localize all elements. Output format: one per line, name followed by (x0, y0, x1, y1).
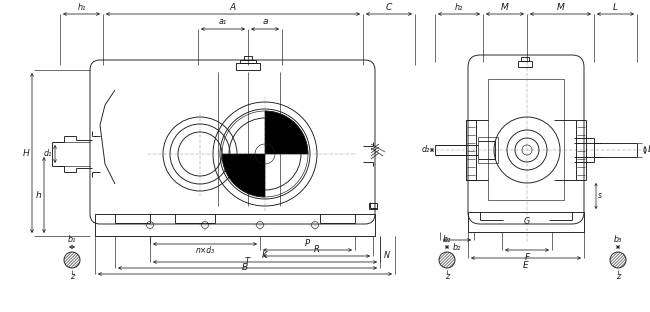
Text: N: N (384, 251, 390, 261)
Text: h₂: h₂ (455, 2, 463, 12)
Bar (521, 57, 529, 61)
Text: M: M (501, 2, 509, 12)
Bar (466, 120, 476, 180)
Bar (244, 56, 252, 60)
Text: L: L (613, 2, 618, 12)
Text: b₂: b₂ (443, 236, 451, 245)
Text: d₂: d₂ (421, 145, 430, 154)
Bar (240, 60, 256, 63)
Bar (468, 212, 584, 232)
Text: K: K (262, 251, 268, 260)
Text: E: E (523, 261, 529, 270)
Text: n×d₃: n×d₃ (196, 246, 215, 255)
Bar (478, 137, 498, 163)
Text: G: G (524, 217, 530, 226)
FancyBboxPatch shape (90, 60, 375, 224)
Text: R: R (313, 245, 319, 253)
Text: a₁: a₁ (219, 17, 227, 27)
Text: C: C (386, 2, 392, 12)
Text: s: s (598, 192, 602, 201)
Text: B: B (242, 262, 248, 271)
Text: d₁: d₁ (44, 149, 53, 158)
Text: h₁: h₁ (77, 2, 86, 12)
Text: b₂: b₂ (453, 242, 461, 251)
Text: z: z (70, 272, 74, 281)
Bar (236, 63, 260, 70)
Text: M: M (556, 2, 564, 12)
Bar (369, 203, 377, 209)
Bar (95, 214, 375, 236)
FancyBboxPatch shape (468, 55, 584, 224)
Text: D: D (647, 145, 650, 154)
Text: P: P (305, 238, 310, 247)
Text: h: h (36, 191, 42, 199)
Bar (576, 120, 586, 180)
Text: b₃: b₃ (614, 236, 622, 245)
Text: F: F (525, 252, 530, 261)
Text: z: z (445, 272, 449, 281)
Text: a: a (262, 17, 268, 27)
Text: b₁: b₁ (68, 236, 76, 245)
Bar (518, 61, 532, 67)
Text: H: H (23, 149, 29, 158)
Bar (488, 79, 564, 200)
Text: z: z (616, 272, 620, 281)
Wedge shape (222, 154, 265, 197)
Text: T: T (245, 256, 250, 266)
Text: A: A (230, 2, 236, 12)
Wedge shape (265, 111, 308, 154)
